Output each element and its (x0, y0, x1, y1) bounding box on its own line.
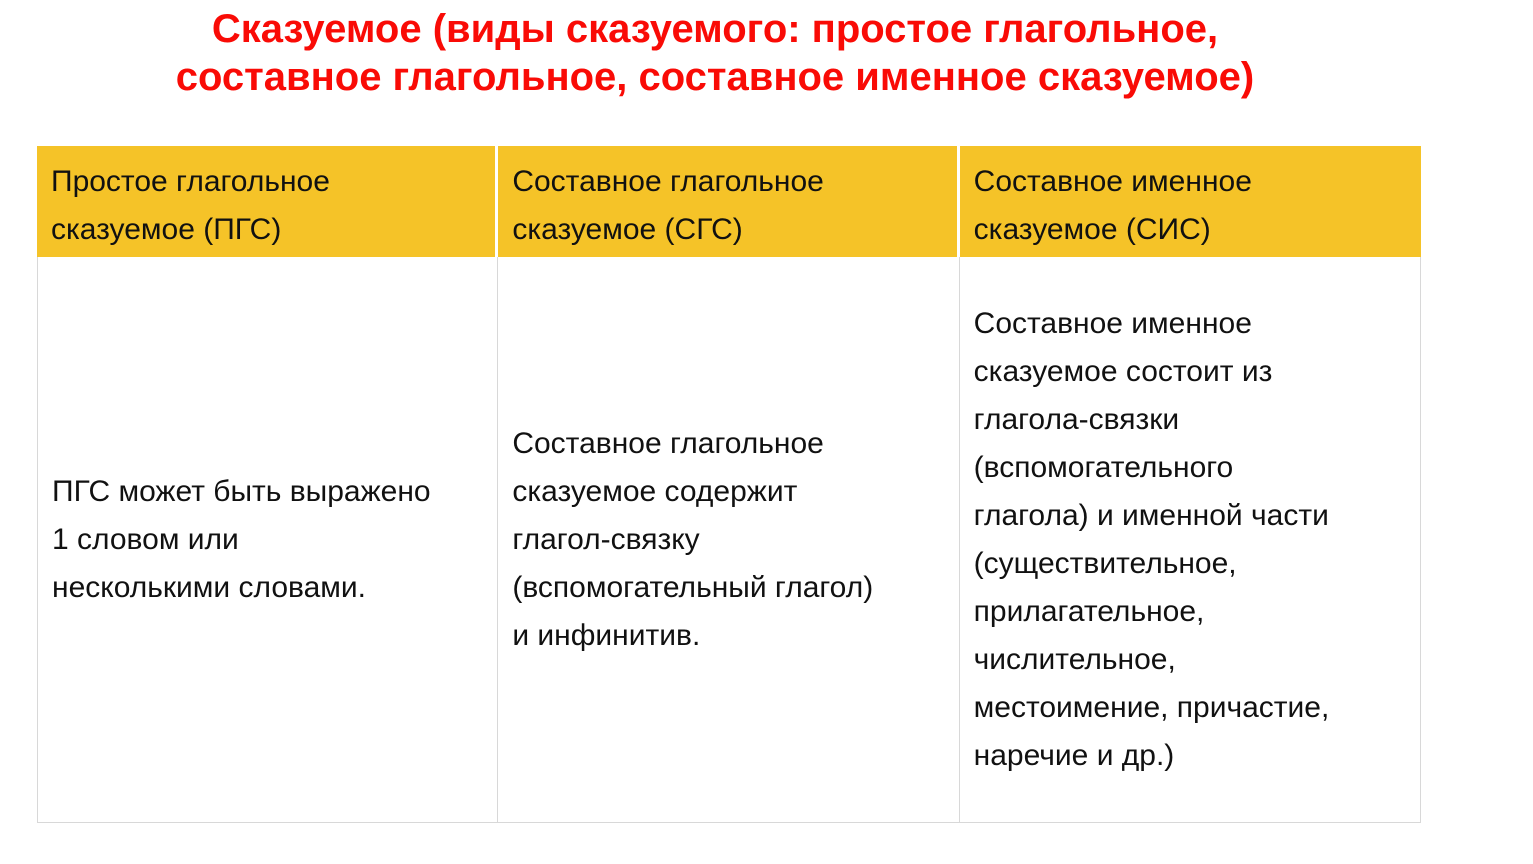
column-header-sis: Составное именное сказуемое (СИС) (959, 146, 1421, 257)
page-title: Сказуемое (виды сказуемого: простое глаг… (175, 7, 1255, 99)
cell-sis-text: Составное именное сказуемое состоит из г… (973, 306, 1330, 772)
cell-sis-description: Составное именное сказуемое состоит из г… (959, 257, 1421, 823)
column-header-pgs: Простое глагольное сказуемое (ПГС) (37, 146, 499, 257)
cell-sgs-text: Составное глагольное сказуемое содержит … (512, 426, 874, 652)
cell-pgs-text: ПГС может быть выражено 1 словом или нес… (52, 474, 431, 604)
cell-sgs-description: Составное глагольное сказуемое содержит … (498, 257, 960, 823)
column-header-sgs: Составное глагольное сказуемое (СГС) (498, 146, 960, 257)
cell-pgs-description: ПГС может быть выражено 1 словом или нес… (37, 257, 499, 823)
predicate-types-table: Простое глагольное сказуемое (ПГС) Соста… (37, 146, 1421, 823)
